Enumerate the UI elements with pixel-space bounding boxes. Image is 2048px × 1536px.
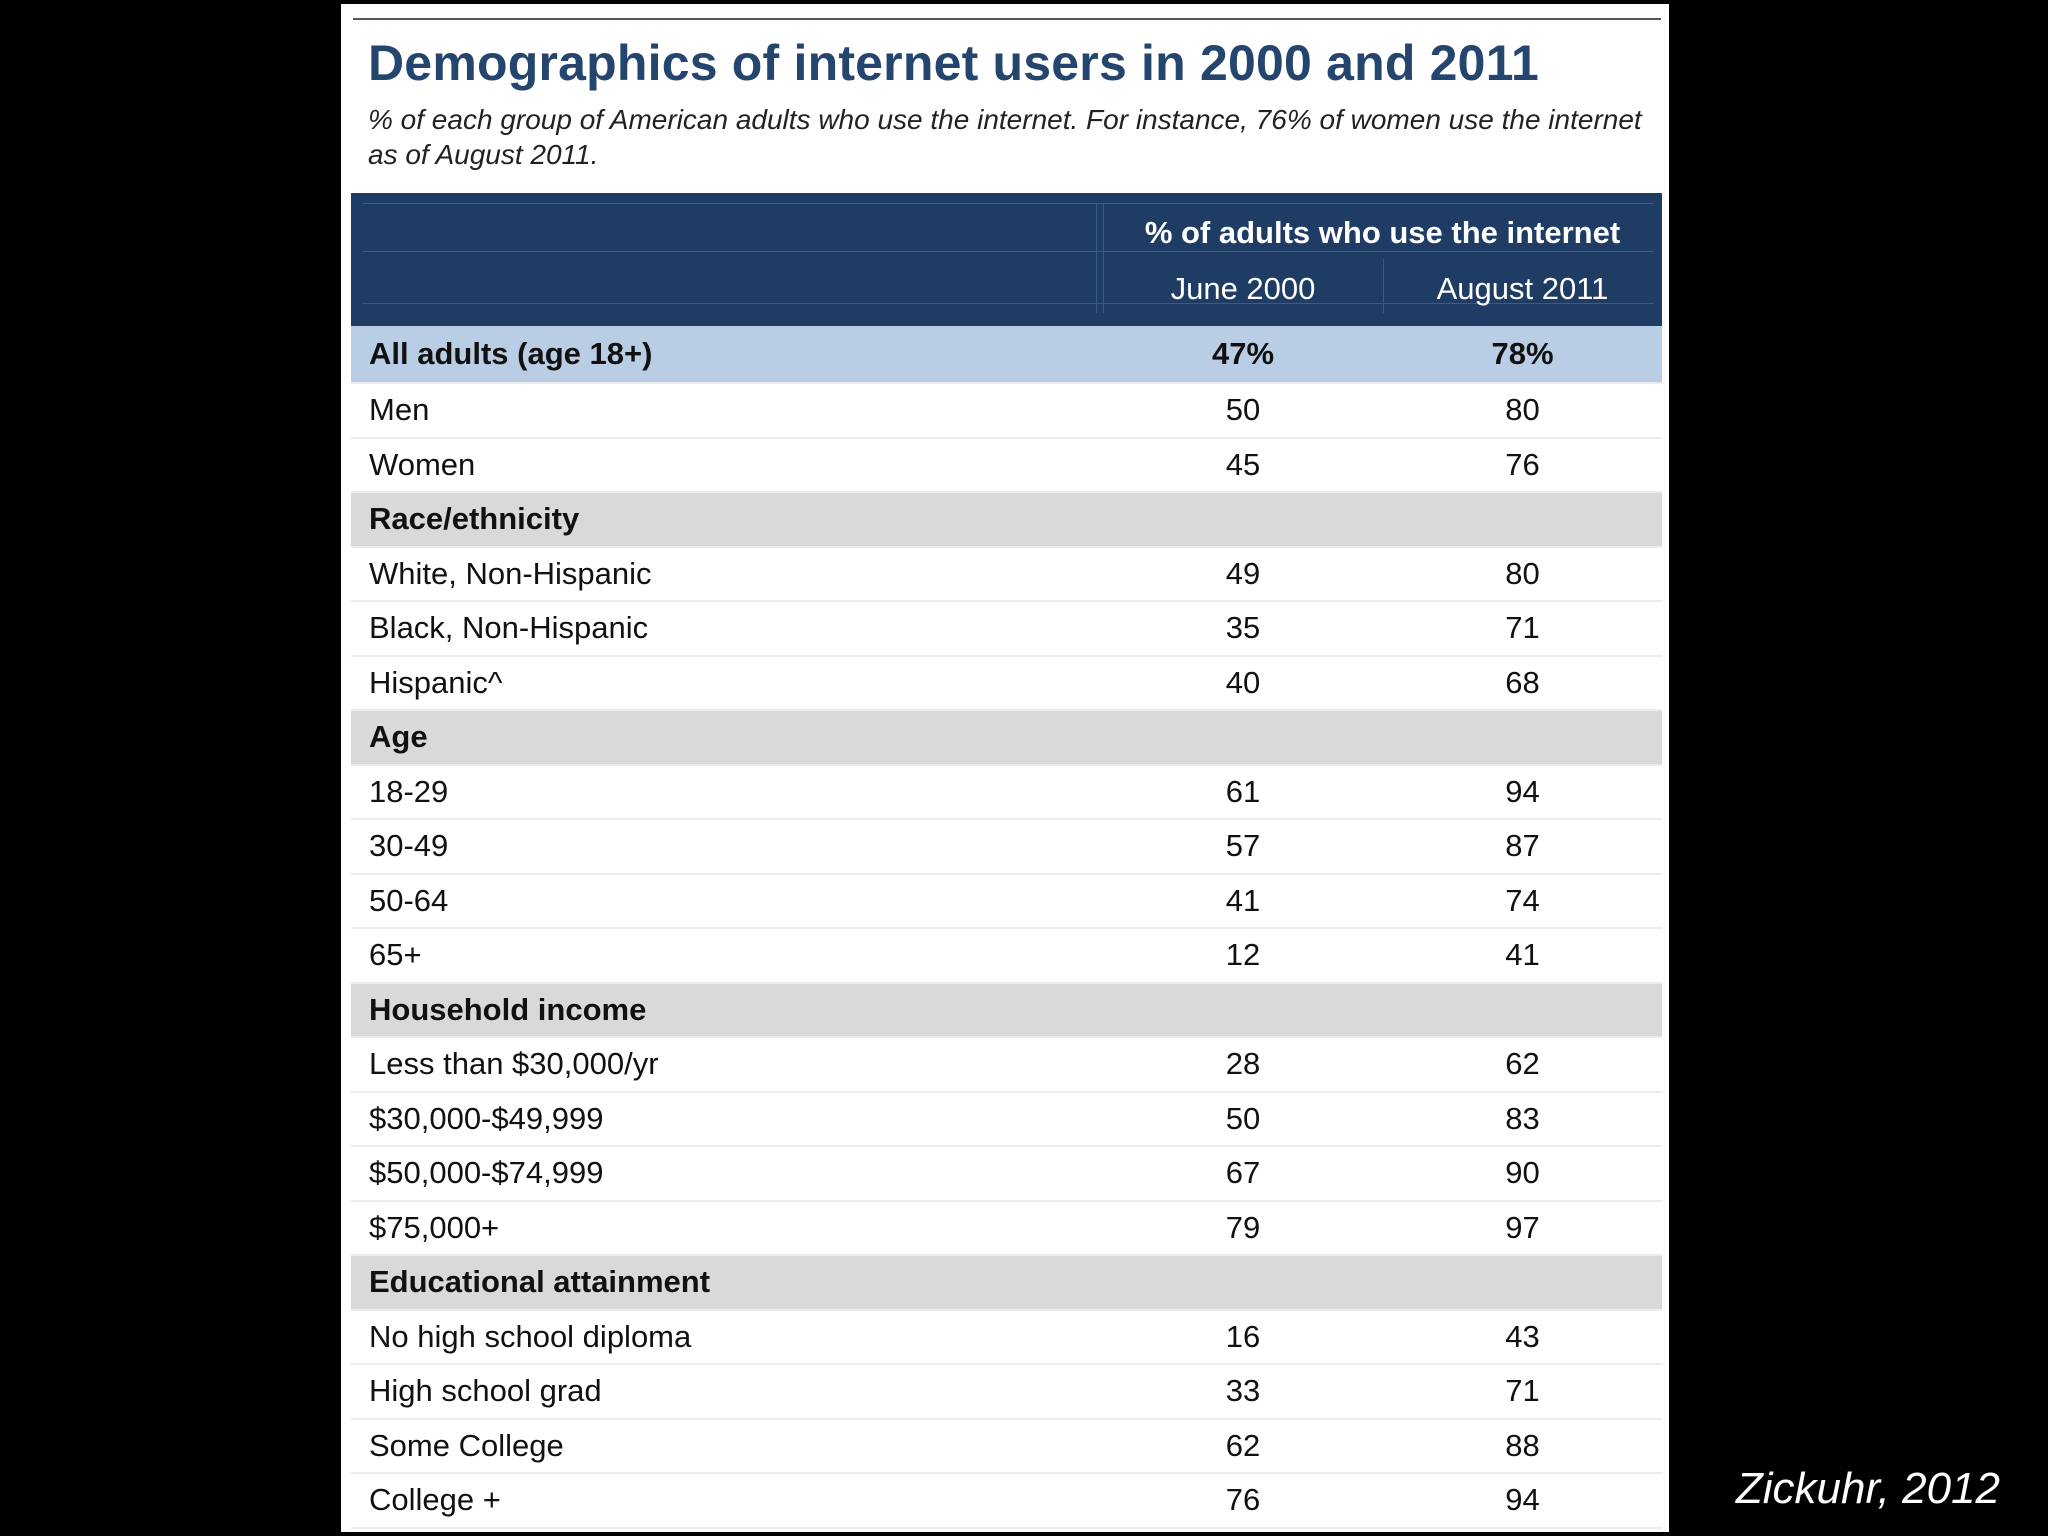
value-august-2011: 94 xyxy=(1505,773,1540,809)
value-august-2011: 94 xyxy=(1505,1482,1540,1518)
group-header: % of adults who use the internet xyxy=(1144,215,1621,250)
value-june-2000: 40 xyxy=(1225,664,1261,700)
value-june-2000: 79 xyxy=(1225,1209,1261,1245)
table-body: All adults (age 18+) 47% 78% Men 50 80 Women 45… xyxy=(351,326,1662,1529)
header-line xyxy=(363,303,1654,304)
table-row: Less than $30,000/yr 28 62 xyxy=(351,1038,1662,1093)
value-june-2000: 57 xyxy=(1225,828,1261,864)
row-label: No high school diploma xyxy=(369,1318,692,1354)
header-divider xyxy=(1103,203,1104,313)
value-june-2000: 50 xyxy=(1225,1100,1261,1136)
total-row: All adults (age 18+) 47% 78% xyxy=(351,326,1662,384)
section-header-row: Household income xyxy=(351,983,1662,1038)
row-label: $50,000-$74,999 xyxy=(369,1155,604,1191)
row-label: 50-64 xyxy=(369,882,449,918)
section-header-row: Age xyxy=(351,711,1662,766)
table-row: High school grad 33 71 xyxy=(351,1365,1662,1420)
column-header-june-2000: June 2000 xyxy=(1170,271,1316,306)
row-label: Some College xyxy=(369,1427,564,1463)
value-august-2011: 74 xyxy=(1505,882,1540,918)
row-label: College + xyxy=(369,1482,501,1518)
value-august-2011: 68 xyxy=(1505,664,1540,700)
chart-subtitle: % of each group of American adults who u… xyxy=(368,104,1642,170)
value-june-2000: 28 xyxy=(1225,1046,1261,1082)
table-row: $30,000-$49,999 50 83 xyxy=(351,1093,1662,1147)
section-header-row: Race/ethnicity xyxy=(351,493,1662,548)
value-august-2011: 80 xyxy=(1505,392,1540,428)
value-june-2000: 61 xyxy=(1225,773,1261,809)
value-june-2000: 45 xyxy=(1225,446,1261,482)
value-august-2011: 87 xyxy=(1505,828,1540,864)
row-label: Less than $30,000/yr xyxy=(369,1046,659,1082)
value-august-2011: 41 xyxy=(1505,937,1540,973)
row-label: 65+ xyxy=(369,937,422,973)
chart-title: Demographics of internet users in 2000 a… xyxy=(368,35,1539,91)
value-august-2011: 71 xyxy=(1505,610,1540,646)
value-august-2011: 76 xyxy=(1505,446,1540,482)
row-label: Race/ethnicity xyxy=(369,501,580,537)
row-label: Household income xyxy=(369,991,647,1027)
data-table: % of adults who use the internet June 20… xyxy=(351,193,1662,1529)
value-june-2000: 12 xyxy=(1225,937,1261,973)
table-row: Women 45 76 xyxy=(351,439,1662,493)
row-label: Hispanic^ xyxy=(369,664,503,700)
table-row: Hispanic^ 40 68 xyxy=(351,657,1662,711)
table-row: $75,000+ 79 97 xyxy=(351,1202,1662,1256)
value-june-2000: 50 xyxy=(1225,392,1261,428)
value-june-2000: 67 xyxy=(1225,1155,1261,1191)
row-label: 18-29 xyxy=(369,773,449,809)
row-label: White, Non-Hispanic xyxy=(369,555,652,591)
table-header: % of adults who use the internet June 20… xyxy=(351,193,1662,326)
value-august-2011: 78% xyxy=(1491,336,1554,371)
value-june-2000: 16 xyxy=(1225,1318,1261,1354)
value-june-2000: 35 xyxy=(1225,610,1261,646)
row-label: Educational attainment xyxy=(369,1264,711,1300)
header-line xyxy=(363,251,1654,252)
row-label: $30,000-$49,999 xyxy=(369,1100,604,1136)
value-august-2011: 90 xyxy=(1505,1155,1540,1191)
chart-panel: Demographics of internet users in 2000 a… xyxy=(341,4,1669,1532)
value-june-2000: 47% xyxy=(1211,336,1275,371)
value-august-2011: 97 xyxy=(1505,1209,1540,1245)
table-row: 18-29 61 94 xyxy=(351,766,1662,820)
column-header-august-2011: August 2011 xyxy=(1436,271,1609,306)
value-june-2000: 41 xyxy=(1225,882,1261,918)
row-label: Black, Non-Hispanic xyxy=(369,610,649,646)
table-row: 30-49 57 87 xyxy=(351,820,1662,875)
value-june-2000: 62 xyxy=(1225,1427,1261,1463)
value-august-2011: 71 xyxy=(1505,1373,1540,1409)
row-label: All adults (age 18+) xyxy=(369,336,653,371)
table-row: Men 50 80 xyxy=(351,384,1662,439)
row-label: Age xyxy=(369,719,428,755)
value-august-2011: 88 xyxy=(1505,1427,1540,1463)
row-label: Men xyxy=(369,392,430,428)
top-rule xyxy=(353,18,1661,20)
table-row: No high school diploma 16 43 xyxy=(351,1311,1662,1365)
table-row: Black, Non-Hispanic 35 71 xyxy=(351,602,1662,657)
row-label: High school grad xyxy=(369,1373,602,1409)
value-august-2011: 43 xyxy=(1505,1318,1540,1354)
table-row: College + 76 94 xyxy=(351,1474,1662,1529)
table-row: 65+ 12 41 xyxy=(351,929,1662,984)
value-august-2011: 62 xyxy=(1505,1046,1540,1082)
value-august-2011: 80 xyxy=(1505,555,1540,591)
value-june-2000: 49 xyxy=(1225,555,1261,591)
header-divider xyxy=(1383,259,1384,313)
row-label: 30-49 xyxy=(369,828,449,864)
value-june-2000: 76 xyxy=(1225,1482,1261,1518)
header-line xyxy=(363,203,1654,204)
table-row: White, Non-Hispanic 49 80 xyxy=(351,548,1662,602)
row-label: Women xyxy=(369,446,476,482)
table-row: $50,000-$74,999 67 90 xyxy=(351,1147,1662,1202)
table-row: 50-64 41 74 xyxy=(351,875,1662,929)
section-header-row: Educational attainment xyxy=(351,1256,1662,1311)
value-june-2000: 33 xyxy=(1225,1373,1261,1409)
value-august-2011: 83 xyxy=(1505,1100,1540,1136)
source-citation: Zickuhr, 2012 xyxy=(1735,1464,2000,1513)
row-label: $75,000+ xyxy=(369,1209,500,1245)
header-divider xyxy=(1096,203,1097,313)
table-row: Some College 62 88 xyxy=(351,1420,1662,1474)
